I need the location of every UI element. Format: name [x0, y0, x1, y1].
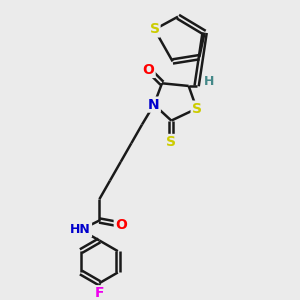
Text: S: S	[149, 22, 160, 37]
Text: N: N	[148, 98, 160, 112]
Text: O: O	[143, 63, 154, 77]
Text: HN: HN	[70, 223, 91, 236]
Text: S: S	[166, 135, 176, 149]
Text: F: F	[94, 286, 104, 300]
Text: H: H	[203, 76, 214, 88]
Text: S: S	[192, 102, 202, 116]
Text: O: O	[115, 218, 127, 232]
